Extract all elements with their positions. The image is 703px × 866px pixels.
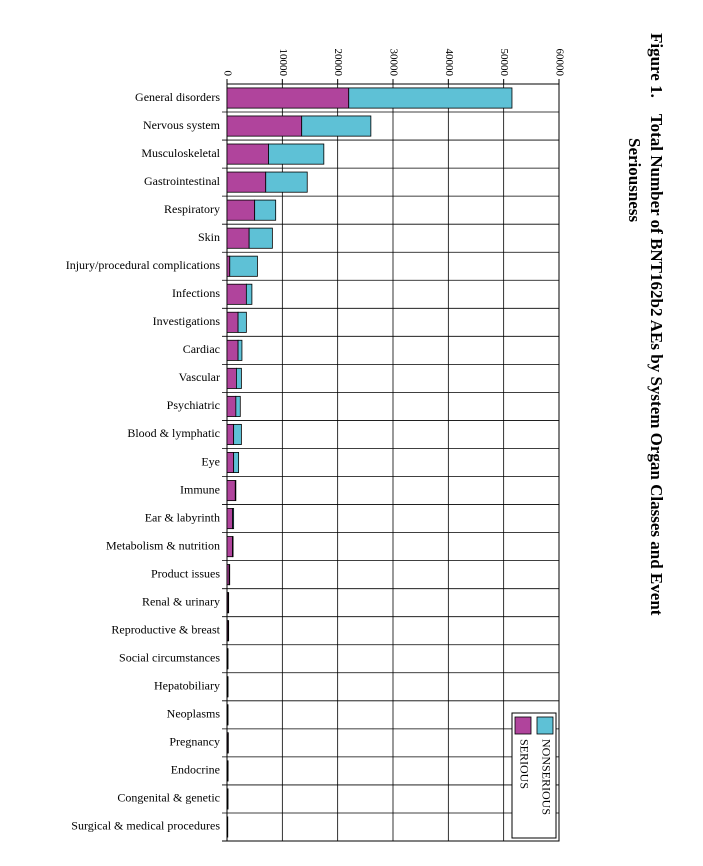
bar-nonserious: [232, 508, 235, 530]
bar-serious: [226, 395, 237, 417]
category-label: Infections: [172, 286, 220, 300]
category-label: Eye: [201, 454, 220, 468]
category-label: Gastrointestinal: [144, 174, 221, 188]
bar-serious: [226, 283, 247, 305]
category-label: Skin: [198, 230, 220, 244]
legend-label: NONSERIOUS: [539, 739, 553, 815]
x-tick-label: 40000: [443, 49, 455, 77]
bar-serious: [226, 255, 231, 277]
category-label: Vascular: [179, 370, 220, 384]
category-label: Psychiatric: [167, 398, 220, 412]
category-label: Social circumstances: [119, 651, 220, 665]
x-tick-label: 20000: [332, 49, 344, 77]
bar-nonserious: [227, 788, 229, 810]
bar-nonserious: [227, 760, 229, 782]
bar-nonserious: [237, 339, 243, 361]
bar-serious: [226, 87, 350, 109]
x-tick-label: 60000: [553, 49, 565, 77]
bar-nonserious: [236, 367, 242, 389]
category-label: Endocrine: [171, 763, 220, 777]
bar-nonserious: [233, 423, 242, 445]
bar-nonserious: [268, 143, 325, 165]
bar-nonserious: [248, 227, 273, 249]
category-label: Hepatobiliary: [154, 679, 220, 693]
bar-serious: [226, 171, 267, 193]
bar-nonserious: [227, 592, 230, 614]
category-label: Ear & labyrinth: [145, 510, 220, 524]
bar-serious: [226, 480, 236, 502]
bar-nonserious: [227, 676, 229, 698]
bar-nonserious: [227, 620, 230, 642]
category-label: Reproductive & breast: [111, 622, 220, 636]
bar-nonserious: [237, 311, 247, 333]
category-label: General disorders: [135, 90, 220, 104]
bar-serious: [226, 367, 237, 389]
bar-nonserious: [232, 536, 234, 558]
category-label: Product issues: [151, 566, 220, 580]
bar-serious: [226, 115, 303, 137]
x-tick-label: 50000: [498, 49, 510, 77]
legend-swatch: [514, 716, 532, 735]
x-tick-label: 10000: [277, 49, 289, 77]
x-tick-label: 0: [221, 71, 233, 77]
category-label: Respiratory: [164, 202, 220, 216]
legend-swatch: [536, 716, 554, 735]
x-tick-label: 30000: [387, 49, 399, 77]
bar-nonserious: [348, 87, 513, 109]
category-label: Blood & lymphatic: [127, 426, 220, 440]
category-label: Musculoskeletal: [141, 146, 220, 160]
category-label: Immune: [180, 482, 220, 496]
bar-serious: [226, 143, 269, 165]
bar-serious: [226, 199, 256, 221]
bar-nonserious: [235, 395, 241, 417]
bar-nonserious: [254, 199, 277, 221]
category-label: Cardiac: [183, 342, 220, 356]
bar-serious: [226, 508, 233, 530]
bar-nonserious: [234, 480, 237, 502]
bar-nonserious: [228, 564, 231, 586]
bar-serious: [226, 339, 239, 361]
category-label: Investigations: [153, 314, 221, 328]
category-label: Nervous system: [143, 118, 221, 132]
category-label: Renal & urinary: [142, 594, 220, 608]
bar-nonserious: [245, 283, 253, 305]
category-label: Neoplasms: [167, 707, 221, 721]
bar-nonserious: [226, 816, 229, 838]
bar-serious: [226, 311, 239, 333]
category-label: Metabolism & nutrition: [106, 538, 220, 552]
bar-serious: [226, 452, 235, 473]
bar-serious: [226, 423, 235, 445]
bar-nonserious: [227, 648, 229, 670]
category-label: Injury/procedural complications: [66, 258, 221, 272]
bar-nonserious: [229, 255, 258, 277]
category-label: Congenital & genetic: [117, 791, 220, 805]
bar-nonserious: [227, 732, 229, 754]
category-label: Pregnancy: [169, 735, 220, 749]
bar-serious: [226, 227, 250, 249]
bar-nonserious: [227, 704, 229, 726]
bar-nonserious: [265, 171, 308, 193]
category-label: Surgical & medical procedures: [71, 819, 220, 833]
bar-nonserious: [301, 115, 372, 137]
bar-nonserious: [233, 452, 240, 473]
legend-label: SERIOUS: [517, 739, 531, 789]
bar-serious: [226, 536, 233, 558]
